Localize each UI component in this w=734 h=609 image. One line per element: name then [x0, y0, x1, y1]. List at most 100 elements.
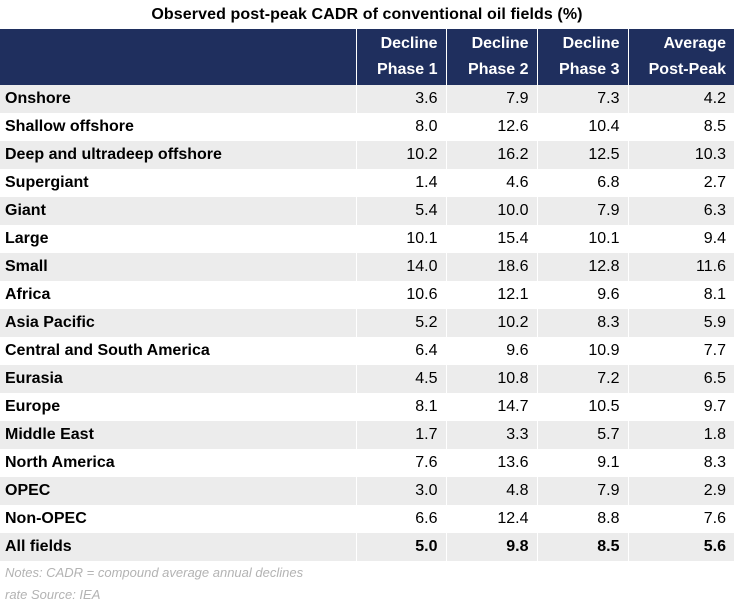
table-cell: 7.6 [355, 449, 446, 477]
row-label: Non-OPEC [0, 505, 356, 533]
table-cell: 7.9 [445, 85, 537, 113]
table-cell: 11.6 [627, 253, 734, 281]
row-label: Shallow offshore [0, 113, 356, 141]
table-cell: 10.5 [536, 393, 628, 421]
table-cell: 1.8 [627, 421, 734, 449]
header-row: Decline Phase 1 Decline Phase 2 Decline … [0, 29, 734, 85]
table-notes: Notes: CADR = compound average annual de… [0, 562, 734, 606]
table-row: Europe 8.1 14.7 10.5 9.7 [0, 393, 734, 421]
column-header-phase-2: Decline Phase 2 [445, 29, 537, 85]
table-row: Eurasia 4.5 10.8 7.2 6.5 [0, 365, 734, 393]
table-cell: 5.2 [355, 309, 446, 337]
table-row: Deep and ultradeep offshore 10.2 16.2 12.5 1… [0, 141, 734, 169]
table-cell: 7.7 [627, 337, 734, 365]
table-cell: 13.6 [445, 449, 537, 477]
row-label: Giant [0, 197, 356, 225]
table-cell: 5.7 [536, 421, 628, 449]
table-cell: 7.2 [536, 365, 628, 393]
row-label: Middle East [0, 421, 356, 449]
table-row: Asia Pacific 5.2 10.2 8.3 5.9 [0, 309, 734, 337]
table-cell: 9.1 [536, 449, 628, 477]
column-header-line: Post-Peak [648, 61, 726, 78]
table-cell: 5.4 [355, 197, 446, 225]
row-label: Large [0, 225, 356, 253]
table-cell: 10.0 [445, 197, 537, 225]
row-label: Eurasia [0, 365, 356, 393]
table-cell: 7.3 [536, 85, 628, 113]
table-cell: 6.4 [355, 337, 446, 365]
table-cell: 12.5 [536, 141, 628, 169]
table-cell: 5.6 [627, 533, 734, 561]
column-header-line: Average [663, 35, 726, 52]
table-cell: 10.2 [355, 141, 446, 169]
table-row: Shallow offshore 8.0 12.6 10.4 8.5 [0, 113, 734, 141]
notes-line: rate Source: IEA [5, 587, 101, 602]
table-cell: 8.1 [355, 393, 446, 421]
table-cell: 12.6 [445, 113, 537, 141]
column-header-phase-1: Decline Phase 1 [355, 29, 446, 85]
table-cell: 10.6 [355, 281, 446, 309]
row-label: Asia Pacific [0, 309, 356, 337]
table-row: Giant 5.4 10.0 7.9 6.3 [0, 197, 734, 225]
decline-rates-table: Decline Phase 1 Decline Phase 2 Decline … [0, 29, 734, 561]
table-cell: 2.9 [627, 477, 734, 505]
table-cell: 14.0 [355, 253, 446, 281]
table-cell: 1.4 [355, 169, 446, 197]
table-cell: 1.7 [355, 421, 446, 449]
table-cell: 18.6 [445, 253, 537, 281]
table-cell: 8.8 [536, 505, 628, 533]
column-header-average: Average Post-Peak [627, 29, 734, 85]
table-row: North America 7.6 13.6 9.1 8.3 [0, 449, 734, 477]
table-cell: 10.1 [355, 225, 446, 253]
table-row: Small 14.0 18.6 12.8 11.6 [0, 253, 734, 281]
table-body: Onshore 3.6 7.9 7.3 4.2 Shallow offshore 8.0 12… [0, 85, 734, 561]
table-cell: 9.6 [536, 281, 628, 309]
column-header-line: Phase 3 [559, 61, 620, 78]
table-cell: 3.0 [355, 477, 446, 505]
column-header-phase-3: Decline Phase 3 [536, 29, 628, 85]
table-cell: 14.7 [445, 393, 537, 421]
table-cell: 5.0 [355, 533, 446, 561]
table-cell: 3.3 [445, 421, 537, 449]
table-cell: 10.4 [536, 113, 628, 141]
table-cell: 8.5 [627, 113, 734, 141]
table-cell: 9.6 [445, 337, 537, 365]
table-cell: 10.1 [536, 225, 628, 253]
table-row: Non-OPEC 6.6 12.4 8.8 7.6 [0, 505, 734, 533]
table-cell: 6.6 [355, 505, 446, 533]
table-cell: 7.9 [536, 197, 628, 225]
table-row: Middle East 1.7 3.3 5.7 1.8 [0, 421, 734, 449]
table-cell: 4.2 [627, 85, 734, 113]
table-cell: 10.9 [536, 337, 628, 365]
table-cell: 8.1 [627, 281, 734, 309]
column-header-line: Phase 2 [468, 61, 529, 78]
column-header-category [0, 29, 356, 85]
table-cell: 4.6 [445, 169, 537, 197]
table-row: Africa 10.6 12.1 9.6 8.1 [0, 281, 734, 309]
table-cell: 12.8 [536, 253, 628, 281]
column-header-line: Decline [471, 35, 529, 52]
notes-line: Notes: CADR = compound average annual de… [5, 565, 304, 580]
table-cell: 9.4 [627, 225, 734, 253]
table-cell: 10.2 [445, 309, 537, 337]
table-row: Supergiant 1.4 4.6 6.8 2.7 [0, 169, 734, 197]
table-cell: 4.8 [445, 477, 537, 505]
table-cell: 9.8 [445, 533, 537, 561]
table-cell: 2.7 [627, 169, 734, 197]
column-header-line: Decline [562, 35, 620, 52]
column-header-line: Decline [380, 35, 438, 52]
table-title: Observed post-peak CADR of conventional … [151, 6, 583, 23]
table-cell: 12.1 [445, 281, 537, 309]
row-label: OPEC [0, 477, 356, 505]
table-cell: 6.3 [627, 197, 734, 225]
row-label: Supergiant [0, 169, 356, 197]
table-cell: 6.8 [536, 169, 628, 197]
table-cell: 16.2 [445, 141, 537, 169]
table-cell: 12.4 [445, 505, 537, 533]
table-cell: 9.7 [627, 393, 734, 421]
table-cell: 15.4 [445, 225, 537, 253]
table-cell: 3.6 [355, 85, 446, 113]
table-cell: 7.9 [536, 477, 628, 505]
table-cell: 5.9 [627, 309, 734, 337]
